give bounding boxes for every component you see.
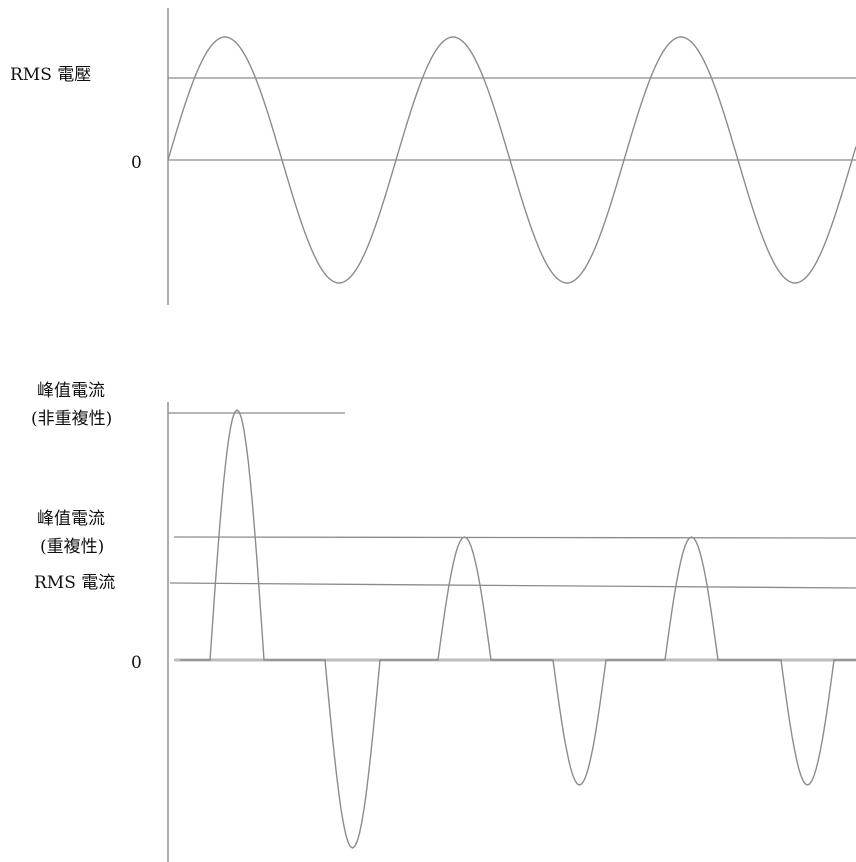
peak-current-repetitive-line	[173, 536, 856, 539]
peak-current-repetitive-label-line2: (重複性)	[40, 537, 104, 557]
rms-current-line	[169, 582, 856, 589]
rms-voltage-label: RMS 電壓	[10, 65, 91, 85]
current-pulse-wave	[180, 409, 856, 849]
peak-current-nonrepetitive-label-line1: 峰值電流	[37, 381, 105, 401]
peak-current-repetitive-label-line1: 峰值電流	[37, 509, 105, 529]
current-panel: 峰值電流 (非重複性) 峰值電流 (重複性) RMS 電流 0	[31, 381, 856, 862]
voltage-zero-label: 0	[131, 153, 142, 173]
voltage-panel: RMS 電壓 0	[10, 8, 856, 305]
peak-current-nonrepetitive-label-line2: (非重複性)	[31, 409, 112, 429]
voltage-sine-wave	[167, 36, 856, 284]
current-zero-label: 0	[131, 653, 142, 673]
rms-current-label: RMS 電流	[34, 573, 115, 593]
